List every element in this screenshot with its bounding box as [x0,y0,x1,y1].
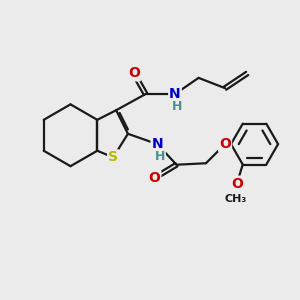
Text: H: H [154,150,165,163]
Text: H: H [172,100,183,113]
Text: N: N [169,87,181,101]
Text: N: N [152,137,163,151]
Text: O: O [128,66,140,80]
Text: O: O [231,177,243,190]
Text: S: S [108,150,118,164]
Text: O: O [148,171,160,185]
Text: CH₃: CH₃ [224,194,247,204]
Text: O: O [219,137,231,151]
